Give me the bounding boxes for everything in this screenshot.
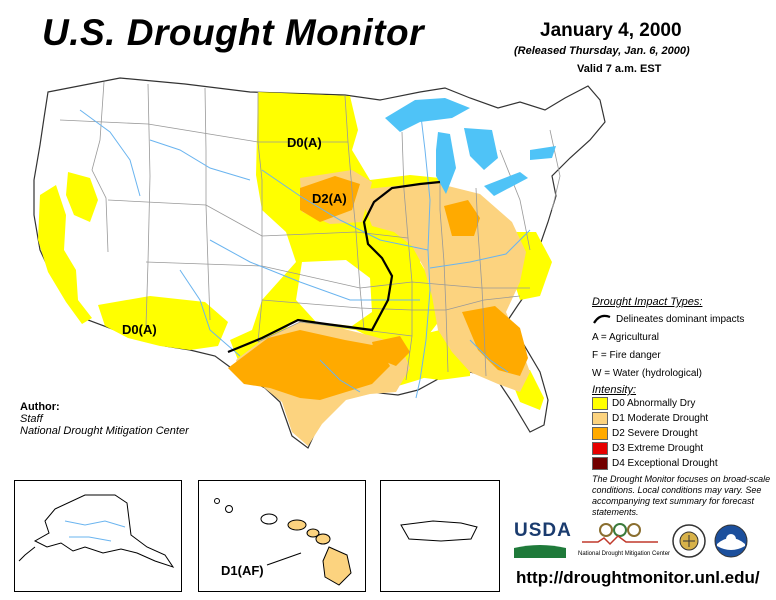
map-title: U.S. Drought Monitor	[42, 12, 424, 53]
d0-california	[38, 185, 92, 324]
legend-water: W = Water (hydrological)	[592, 367, 702, 379]
d2-louisiana	[372, 336, 410, 366]
d2-texas-main	[228, 330, 390, 400]
legend: Drought Impact Types: Delineates dominan…	[592, 296, 772, 471]
intensity-label: D2 Severe Drought	[612, 428, 698, 439]
usda-swoosh-icon	[514, 545, 566, 558]
d0-southwest	[98, 296, 228, 350]
release-date: (Released Thursday, Jan. 6, 2000)	[514, 45, 690, 57]
intensity-row: D1 Moderate Drought	[592, 411, 772, 426]
intensity-row: D0 Abnormally Dry	[592, 396, 772, 411]
intensity-label: D1 Moderate Drought	[612, 413, 709, 424]
ndmc-logo-icon	[582, 523, 658, 546]
intensity-heading: Intensity:	[592, 384, 637, 396]
usda-logo: USDA	[514, 520, 572, 560]
author-name: Staff	[20, 413, 43, 425]
central-plains-clear	[296, 260, 372, 326]
author-org: National Drought Mitigation Center	[20, 425, 189, 437]
d2-southeast	[462, 306, 528, 376]
label-southwest: D0(A)	[122, 322, 157, 337]
rivers	[79, 107, 531, 399]
intensity-row: D4 Exceptional Drought	[592, 456, 772, 471]
map-date: January 4, 2000	[540, 20, 682, 41]
d0-regions	[38, 92, 552, 410]
noaa-logo-icon	[714, 524, 748, 558]
d2-indiana	[444, 200, 480, 236]
d0-northern-plains	[230, 92, 452, 386]
ndmc-logo-text: National Drought Mitigation Center	[578, 551, 671, 557]
label-hawaii: D1(AF)	[221, 563, 264, 578]
lake-huron	[464, 128, 498, 170]
hawaii-map: D1(AF)	[214, 498, 352, 586]
d2-nebraska	[300, 176, 360, 222]
intensity-swatch	[592, 412, 608, 425]
ndmc-logo: National Drought Mitigation Center	[578, 520, 671, 560]
author-block: Author: Staff National Drought Mitigatio…	[20, 401, 189, 437]
puerto-rico-map	[400, 520, 478, 542]
impact-types-heading: Drought Impact Types:	[592, 296, 703, 308]
usda-logo-text: USDA	[514, 520, 572, 541]
intensity-label: D0 Abnormally Dry	[612, 398, 696, 409]
great-lakes	[385, 98, 556, 196]
alaska-inset	[14, 480, 182, 592]
author-heading: Author:	[20, 401, 60, 413]
lake-michigan	[436, 132, 456, 194]
intensity-levels: D0 Abnormally Dry D1 Moderate Drought D2 S…	[592, 396, 772, 471]
intensity-swatch	[592, 442, 608, 455]
d2-regions	[228, 176, 528, 400]
intensity-swatch	[592, 397, 608, 410]
intensity-label: D4 Exceptional Drought	[612, 458, 718, 469]
lake-erie	[484, 172, 528, 196]
legend-agricultural: A = Agricultural	[592, 331, 659, 343]
d0-nevada	[66, 172, 98, 222]
intensity-row: D3 Extreme Drought	[592, 441, 772, 456]
intensity-row: D2 Severe Drought	[592, 426, 772, 441]
hawaii-inset: D1(AF)	[198, 480, 366, 592]
commerce-seal-icon	[672, 524, 706, 558]
alaska-map	[18, 494, 175, 568]
delineation-line-icon	[593, 314, 611, 324]
state-borders	[59, 81, 561, 381]
puerto-rico-inset	[380, 480, 500, 592]
legend-delineates-row: Delineates dominant impacts	[592, 310, 772, 328]
disclaimer-note: The Drought Monitor focuses on broad-sca…	[592, 474, 771, 517]
intensity-swatch	[592, 457, 608, 470]
lake-ontario	[530, 146, 556, 160]
website-link[interactable]: http://droughtmonitor.unl.edu/	[516, 568, 760, 587]
legend-delineates: Delineates dominant impacts	[616, 313, 745, 325]
legend-fire: F = Fire danger	[592, 349, 661, 361]
impact-delineation-line	[227, 180, 441, 354]
label-north-plains: D0(A)	[287, 135, 322, 150]
lake-superior	[385, 98, 470, 132]
label-midwest: D2(A)	[312, 191, 347, 206]
intensity-swatch	[592, 427, 608, 440]
intensity-label: D3 Extreme Drought	[612, 443, 704, 454]
valid-time: Valid 7 a.m. EST	[577, 63, 662, 75]
